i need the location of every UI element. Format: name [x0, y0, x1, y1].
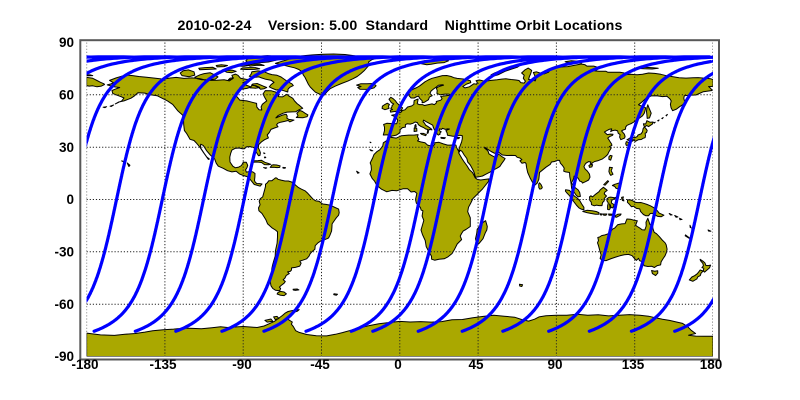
svg-text:-60: -60	[54, 297, 74, 312]
svg-text:-30: -30	[54, 244, 74, 259]
svg-text:-90: -90	[54, 349, 74, 364]
svg-text:-135: -135	[149, 357, 177, 372]
svg-text:90: 90	[547, 357, 562, 372]
svg-text:60: 60	[59, 87, 74, 102]
svg-text:2010-02-24 Version: 5.00 S: 2010-02-24 Version: 5.00 Standard Nightt…	[177, 18, 622, 34]
svg-text:135: 135	[622, 357, 645, 372]
svg-text:30: 30	[59, 140, 74, 155]
svg-text:45: 45	[468, 357, 484, 372]
svg-text:-90: -90	[232, 357, 252, 372]
svg-text:90: 90	[59, 35, 74, 50]
svg-text:180: 180	[700, 357, 723, 372]
svg-text:0: 0	[66, 192, 74, 207]
svg-text:-45: -45	[310, 357, 330, 372]
svg-text:0: 0	[394, 357, 402, 372]
svg-text:-180: -180	[71, 357, 98, 372]
